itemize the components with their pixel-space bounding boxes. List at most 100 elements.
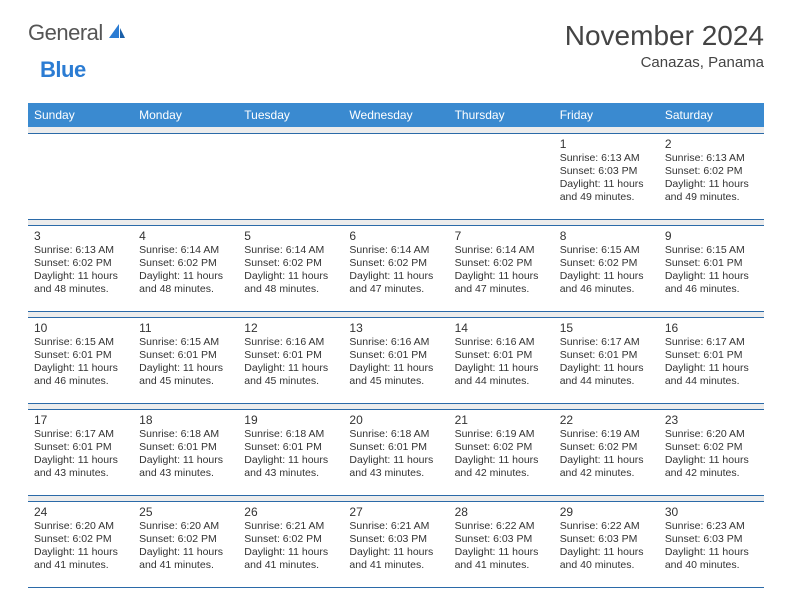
col-saturday: Saturday [659,103,764,127]
day-number: 10 [34,321,127,335]
day-number: 16 [665,321,758,335]
sunrise-text: Sunrise: 6:14 AM [349,244,442,257]
day-cell: 25Sunrise: 6:20 AMSunset: 6:02 PMDayligh… [133,501,238,587]
daylight-text: Daylight: 11 hours and 44 minutes. [665,362,758,388]
daylight-text: Daylight: 11 hours and 42 minutes. [560,454,653,480]
day-number: 21 [455,413,548,427]
day-number: 13 [349,321,442,335]
sunset-text: Sunset: 6:01 PM [139,441,232,454]
sunset-text: Sunset: 6:01 PM [34,441,127,454]
sunrise-text: Sunrise: 6:14 AM [139,244,232,257]
day-number: 1 [560,137,653,151]
sunset-text: Sunset: 6:01 PM [139,349,232,362]
day-cell [238,133,343,219]
day-number: 3 [34,229,127,243]
day-cell: 23Sunrise: 6:20 AMSunset: 6:02 PMDayligh… [659,409,764,495]
sunset-text: Sunset: 6:02 PM [139,533,232,546]
day-cell: 10Sunrise: 6:15 AMSunset: 6:01 PMDayligh… [28,317,133,403]
weekday-header-row: Sunday Monday Tuesday Wednesday Thursday… [28,103,764,127]
day-number: 4 [139,229,232,243]
day-cell: 6Sunrise: 6:14 AMSunset: 6:02 PMDaylight… [343,225,448,311]
day-number: 20 [349,413,442,427]
sunrise-text: Sunrise: 6:18 AM [244,428,337,441]
day-cell: 20Sunrise: 6:18 AMSunset: 6:01 PMDayligh… [343,409,448,495]
daylight-text: Daylight: 11 hours and 42 minutes. [665,454,758,480]
sunset-text: Sunset: 6:01 PM [560,349,653,362]
day-number: 29 [560,505,653,519]
logo-text-general: General [28,20,103,46]
daylight-text: Daylight: 11 hours and 46 minutes. [34,362,127,388]
sunset-text: Sunset: 6:02 PM [34,533,127,546]
day-number: 18 [139,413,232,427]
sunrise-text: Sunrise: 6:17 AM [34,428,127,441]
day-cell: 24Sunrise: 6:20 AMSunset: 6:02 PMDayligh… [28,501,133,587]
sunset-text: Sunset: 6:03 PM [349,533,442,546]
daylight-text: Daylight: 11 hours and 48 minutes. [139,270,232,296]
sunset-text: Sunset: 6:03 PM [455,533,548,546]
day-cell: 22Sunrise: 6:19 AMSunset: 6:02 PMDayligh… [554,409,659,495]
sunset-text: Sunset: 6:02 PM [560,257,653,270]
daylight-text: Daylight: 11 hours and 41 minutes. [455,546,548,572]
sunrise-text: Sunrise: 6:18 AM [139,428,232,441]
daylight-text: Daylight: 11 hours and 41 minutes. [244,546,337,572]
sunrise-text: Sunrise: 6:16 AM [349,336,442,349]
sunrise-text: Sunrise: 6:15 AM [560,244,653,257]
daylight-text: Daylight: 11 hours and 43 minutes. [34,454,127,480]
sunset-text: Sunset: 6:03 PM [560,533,653,546]
sunrise-text: Sunrise: 6:19 AM [455,428,548,441]
sunset-text: Sunset: 6:02 PM [244,533,337,546]
day-cell: 28Sunrise: 6:22 AMSunset: 6:03 PMDayligh… [449,501,554,587]
sunset-text: Sunset: 6:01 PM [665,349,758,362]
sunrise-text: Sunrise: 6:13 AM [34,244,127,257]
sunset-text: Sunset: 6:01 PM [349,349,442,362]
daylight-text: Daylight: 11 hours and 48 minutes. [244,270,337,296]
sunrise-text: Sunrise: 6:16 AM [244,336,337,349]
sunrise-text: Sunrise: 6:21 AM [244,520,337,533]
daylight-text: Daylight: 11 hours and 44 minutes. [560,362,653,388]
week-row: 17Sunrise: 6:17 AMSunset: 6:01 PMDayligh… [28,409,764,495]
daylight-text: Daylight: 11 hours and 48 minutes. [34,270,127,296]
day-cell: 26Sunrise: 6:21 AMSunset: 6:02 PMDayligh… [238,501,343,587]
sunset-text: Sunset: 6:02 PM [665,165,758,178]
sunrise-text: Sunrise: 6:14 AM [244,244,337,257]
day-cell: 9Sunrise: 6:15 AMSunset: 6:01 PMDaylight… [659,225,764,311]
day-cell: 11Sunrise: 6:15 AMSunset: 6:01 PMDayligh… [133,317,238,403]
sunset-text: Sunset: 6:03 PM [665,533,758,546]
day-cell: 30Sunrise: 6:23 AMSunset: 6:03 PMDayligh… [659,501,764,587]
day-number: 15 [560,321,653,335]
sunrise-text: Sunrise: 6:20 AM [139,520,232,533]
day-cell: 7Sunrise: 6:14 AMSunset: 6:02 PMDaylight… [449,225,554,311]
week-row: 24Sunrise: 6:20 AMSunset: 6:02 PMDayligh… [28,501,764,587]
day-cell: 16Sunrise: 6:17 AMSunset: 6:01 PMDayligh… [659,317,764,403]
daylight-text: Daylight: 11 hours and 41 minutes. [139,546,232,572]
sunrise-text: Sunrise: 6:20 AM [665,428,758,441]
daylight-text: Daylight: 11 hours and 44 minutes. [455,362,548,388]
day-number: 22 [560,413,653,427]
daylight-text: Daylight: 11 hours and 41 minutes. [349,546,442,572]
day-number: 2 [665,137,758,151]
sunrise-text: Sunrise: 6:15 AM [34,336,127,349]
day-cell: 1Sunrise: 6:13 AMSunset: 6:03 PMDaylight… [554,133,659,219]
sunset-text: Sunset: 6:01 PM [665,257,758,270]
daylight-text: Daylight: 11 hours and 42 minutes. [455,454,548,480]
daylight-text: Daylight: 11 hours and 43 minutes. [244,454,337,480]
daylight-text: Daylight: 11 hours and 43 minutes. [139,454,232,480]
day-cell [449,133,554,219]
sunset-text: Sunset: 6:02 PM [455,441,548,454]
logo: General [28,20,129,46]
daylight-text: Daylight: 11 hours and 45 minutes. [349,362,442,388]
calendar-table: Sunday Monday Tuesday Wednesday Thursday… [28,103,764,588]
day-cell: 8Sunrise: 6:15 AMSunset: 6:02 PMDaylight… [554,225,659,311]
sunrise-text: Sunrise: 6:16 AM [455,336,548,349]
col-wednesday: Wednesday [343,103,448,127]
day-number: 12 [244,321,337,335]
day-cell [343,133,448,219]
daylight-text: Daylight: 11 hours and 49 minutes. [560,178,653,204]
day-cell: 19Sunrise: 6:18 AMSunset: 6:01 PMDayligh… [238,409,343,495]
sail-icon [107,22,127,45]
day-cell: 17Sunrise: 6:17 AMSunset: 6:01 PMDayligh… [28,409,133,495]
day-number: 25 [139,505,232,519]
sunrise-text: Sunrise: 6:13 AM [560,152,653,165]
day-cell: 27Sunrise: 6:21 AMSunset: 6:03 PMDayligh… [343,501,448,587]
col-friday: Friday [554,103,659,127]
